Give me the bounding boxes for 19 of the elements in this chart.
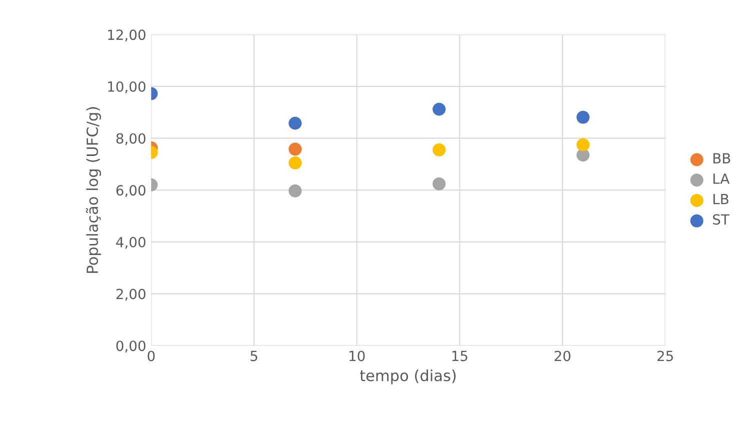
legend-label: LA (713, 174, 730, 184)
legend-label: ST (713, 214, 730, 225)
legend-label: BB (713, 153, 730, 164)
y-tick-label: 12,00 (108, 30, 146, 42)
legend-label: LB (713, 194, 728, 204)
y-tick-label: 8,00 (116, 133, 146, 146)
y-tick-label: 6,00 (116, 185, 146, 197)
y-tick-label: 4,00 (116, 236, 146, 249)
y-tick-label: 2,00 (116, 288, 146, 301)
x-tick-label: 20 (554, 350, 570, 362)
x-tick-label: 15 (452, 350, 468, 362)
x-tick-label: 0 (148, 350, 155, 362)
y-tick-label: 10,00 (108, 81, 146, 94)
x-tick-label: 25 (657, 350, 673, 362)
y-axis-title: População log (UFC/g) (86, 107, 102, 273)
y-tick-label: 0,00 (116, 340, 146, 352)
x-axis-title: tempo (dias) (360, 369, 456, 384)
x-tick-label: 5 (250, 350, 258, 362)
x-tick-label: 10 (350, 350, 365, 362)
